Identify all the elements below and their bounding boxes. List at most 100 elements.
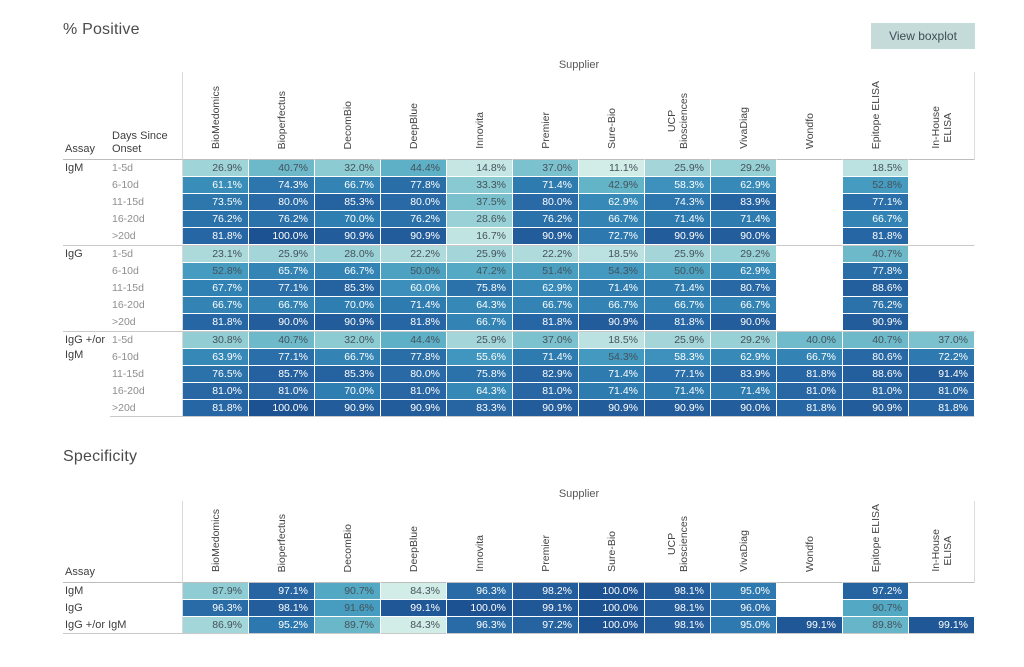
heatmap-cell[interactable]: 88.6% — [843, 280, 909, 297]
heatmap-cell[interactable]: 40.7% — [249, 159, 315, 177]
heatmap-cell[interactable]: 90.9% — [513, 400, 579, 417]
heatmap-cell[interactable]: 37.0% — [909, 331, 975, 349]
heatmap-cell[interactable]: 58.3% — [645, 177, 711, 194]
heatmap-cell[interactable]: 81.0% — [183, 383, 249, 400]
heatmap-cell[interactable]: 90.9% — [315, 228, 381, 245]
supplier-column-header[interactable]: UCP Biosciences — [666, 92, 690, 149]
heatmap-cell[interactable]: 71.4% — [645, 211, 711, 228]
days-row-label[interactable]: 6-10d — [110, 349, 183, 366]
heatmap-cell[interactable]: 37.5% — [447, 194, 513, 211]
heatmap-cell[interactable]: 76.2% — [843, 297, 909, 314]
supplier-column-header[interactable]: Bioperfectus — [276, 513, 288, 572]
heatmap-cell[interactable]: 55.6% — [447, 349, 513, 366]
heatmap-cell[interactable]: 72.7% — [579, 228, 645, 245]
heatmap-cell[interactable]: 14.8% — [447, 159, 513, 177]
heatmap-cell[interactable]: 75.8% — [447, 280, 513, 297]
days-row-label[interactable]: 16-20d — [110, 383, 183, 400]
supplier-column-header[interactable]: DeepBlue — [408, 525, 420, 572]
view-boxplot-button[interactable]: View boxplot — [871, 23, 975, 49]
heatmap-cell[interactable]: 90.9% — [315, 314, 381, 331]
heatmap-cell[interactable]: 100.0% — [249, 400, 315, 417]
heatmap-cell[interactable]: 71.4% — [579, 366, 645, 383]
heatmap-cell[interactable]: 90.9% — [645, 400, 711, 417]
supplier-column-header[interactable]: DecomBio — [342, 523, 354, 572]
days-row-label[interactable]: 1-5d — [110, 245, 183, 263]
heatmap-cell[interactable]: 72.2% — [909, 349, 975, 366]
heatmap-cell[interactable]: 32.0% — [315, 331, 381, 349]
heatmap-cell[interactable]: 74.3% — [249, 177, 315, 194]
heatmap-cell[interactable]: 98.1% — [249, 600, 315, 617]
heatmap-cell[interactable]: 29.2% — [711, 331, 777, 349]
days-row-label[interactable]: >20d — [110, 314, 183, 331]
heatmap-cell[interactable]: 77.1% — [249, 349, 315, 366]
heatmap-cell[interactable]: 44.4% — [381, 159, 447, 177]
heatmap-cell[interactable]: 90.9% — [381, 228, 447, 245]
assay-row-label[interactable]: IgM — [63, 159, 110, 245]
heatmap-cell[interactable]: 71.4% — [513, 349, 579, 366]
heatmap-cell[interactable]: 89.7% — [315, 617, 381, 634]
heatmap-cell[interactable]: 76.2% — [249, 211, 315, 228]
heatmap-cell[interactable]: 81.8% — [183, 400, 249, 417]
heatmap-cell[interactable]: 40.7% — [843, 331, 909, 349]
heatmap-cell[interactable]: 61.1% — [183, 177, 249, 194]
days-row-label[interactable]: 16-20d — [110, 297, 183, 314]
heatmap-cell[interactable]: 90.9% — [579, 314, 645, 331]
heatmap-cell[interactable]: 90.9% — [579, 400, 645, 417]
assay-row-label[interactable]: IgG +/or IgM — [63, 617, 183, 634]
heatmap-cell[interactable]: 71.4% — [381, 297, 447, 314]
days-row-label[interactable]: 11-15d — [110, 366, 183, 383]
heatmap-cell[interactable]: 70.0% — [315, 383, 381, 400]
heatmap-cell[interactable]: 71.4% — [645, 280, 711, 297]
heatmap-cell[interactable]: 81.8% — [183, 228, 249, 245]
heatmap-cell[interactable]: 80.7% — [711, 280, 777, 297]
heatmap-cell[interactable]: 22.2% — [513, 245, 579, 263]
heatmap-cell[interactable]: 71.4% — [711, 383, 777, 400]
heatmap-cell[interactable]: 81.8% — [843, 228, 909, 245]
heatmap-cell[interactable]: 97.2% — [513, 617, 579, 634]
heatmap-cell[interactable]: 98.1% — [645, 600, 711, 617]
heatmap-cell[interactable]: 71.4% — [645, 383, 711, 400]
heatmap-cell[interactable]: 76.2% — [381, 211, 447, 228]
days-row-label[interactable]: 16-20d — [110, 211, 183, 228]
heatmap-cell[interactable]: 77.1% — [843, 194, 909, 211]
heatmap-cell[interactable]: 71.4% — [579, 383, 645, 400]
heatmap-cell[interactable]: 95.2% — [249, 617, 315, 634]
heatmap-cell[interactable]: 90.9% — [645, 228, 711, 245]
supplier-column-header[interactable]: DeepBlue — [408, 102, 420, 149]
heatmap-cell[interactable]: 62.9% — [513, 280, 579, 297]
heatmap-cell[interactable]: 80.0% — [381, 366, 447, 383]
heatmap-cell[interactable]: 91.4% — [909, 366, 975, 383]
heatmap-cell[interactable]: 81.8% — [909, 400, 975, 417]
supplier-column-header[interactable]: Innovita — [474, 112, 486, 149]
heatmap-cell[interactable]: 81.0% — [249, 383, 315, 400]
heatmap-cell[interactable]: 90.9% — [843, 400, 909, 417]
heatmap-cell[interactable]: 77.8% — [381, 177, 447, 194]
heatmap-cell[interactable]: 50.0% — [645, 263, 711, 280]
heatmap-cell[interactable]: 81.0% — [513, 383, 579, 400]
heatmap-cell[interactable]: 51.4% — [513, 263, 579, 280]
days-row-label[interactable]: 6-10d — [110, 263, 183, 280]
heatmap-cell[interactable]: 86.9% — [183, 617, 249, 634]
heatmap-cell[interactable]: 95.0% — [711, 617, 777, 634]
heatmap-cell[interactable]: 81.0% — [843, 383, 909, 400]
heatmap-cell[interactable]: 96.3% — [183, 600, 249, 617]
heatmap-cell[interactable]: 80.0% — [513, 194, 579, 211]
heatmap-cell[interactable]: 70.0% — [315, 297, 381, 314]
heatmap-cell[interactable]: 85.3% — [315, 280, 381, 297]
heatmap-cell[interactable]: 66.7% — [579, 297, 645, 314]
heatmap-cell[interactable]: 80.6% — [843, 349, 909, 366]
heatmap-cell[interactable]: 81.0% — [777, 383, 843, 400]
supplier-column-header[interactable]: Epitope ELISA — [870, 503, 882, 572]
heatmap-cell[interactable]: 62.9% — [711, 349, 777, 366]
supplier-column-header[interactable]: Wondfo — [804, 536, 816, 572]
heatmap-cell[interactable]: 73.5% — [183, 194, 249, 211]
heatmap-cell[interactable]: 81.8% — [183, 314, 249, 331]
heatmap-cell[interactable]: 60.0% — [381, 280, 447, 297]
supplier-column-header[interactable]: Sure-Bio — [606, 531, 618, 572]
heatmap-cell[interactable]: 18.5% — [579, 331, 645, 349]
heatmap-cell[interactable]: 81.8% — [381, 314, 447, 331]
heatmap-cell[interactable]: 47.2% — [447, 263, 513, 280]
heatmap-cell[interactable]: 71.4% — [513, 177, 579, 194]
heatmap-cell[interactable]: 90.0% — [711, 400, 777, 417]
heatmap-cell[interactable]: 89.8% — [843, 617, 909, 634]
